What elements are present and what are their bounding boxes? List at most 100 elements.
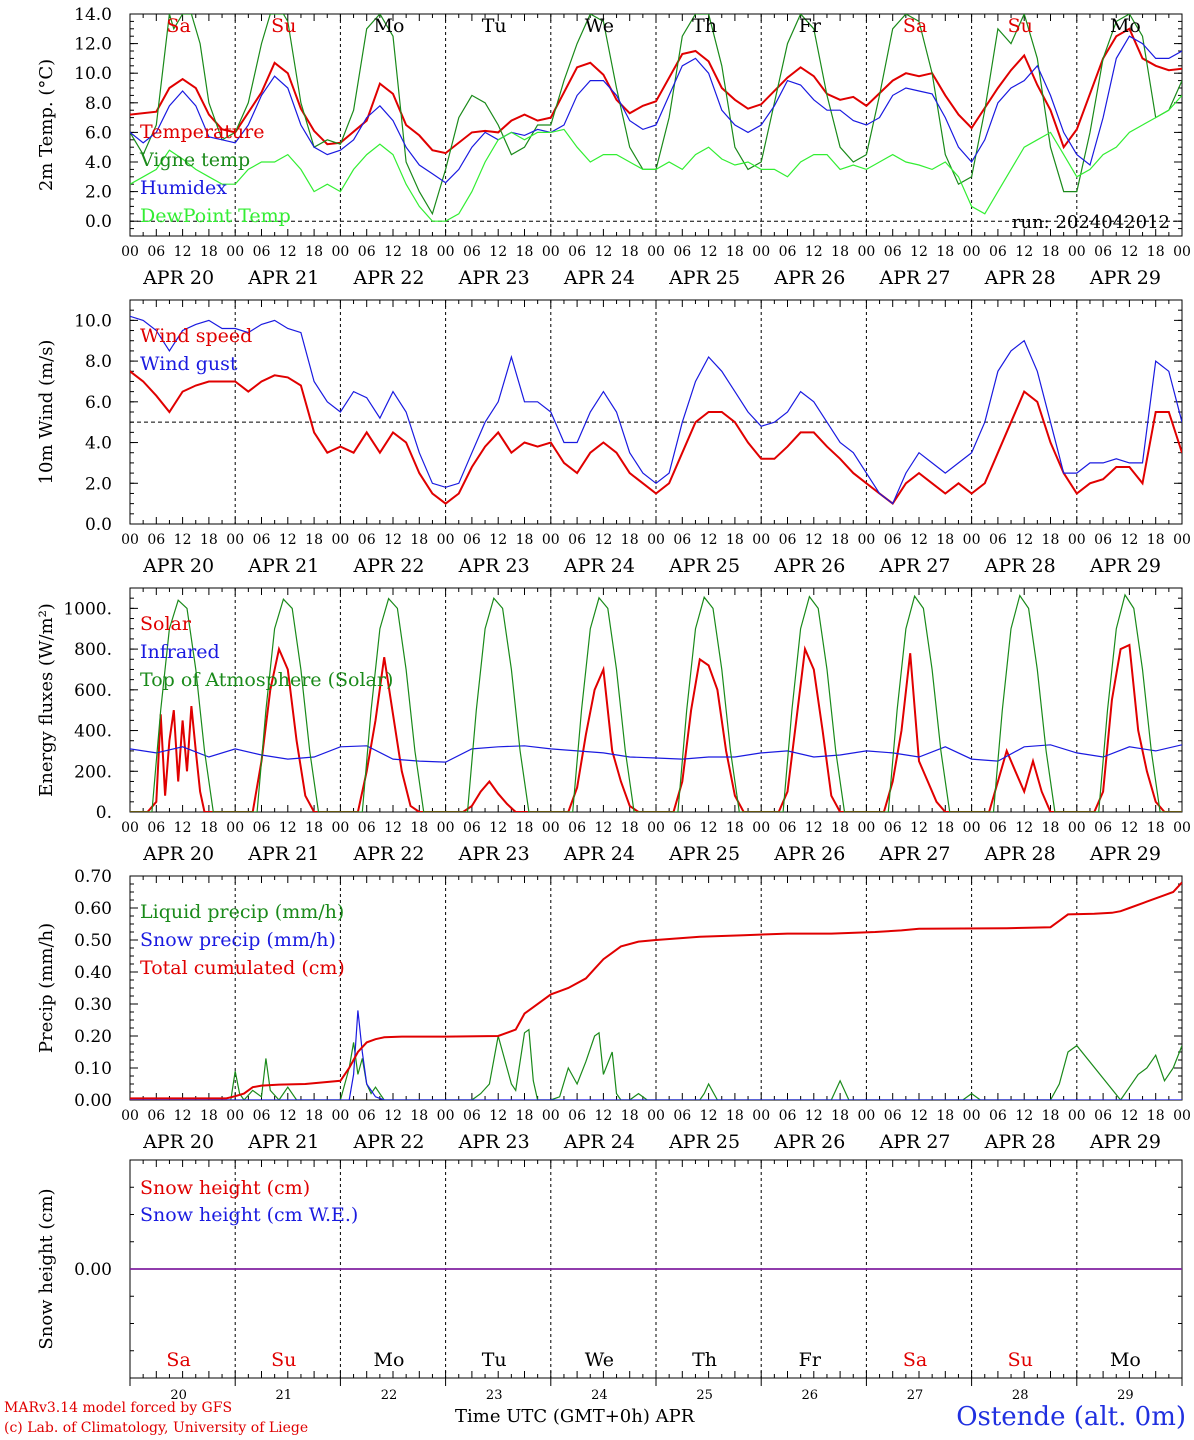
y-tick-label: 0.30 xyxy=(74,995,112,1015)
hour-label: 12 xyxy=(1120,244,1138,260)
day-number: 29 xyxy=(1117,1388,1134,1403)
weekday-label: Tu xyxy=(482,15,507,37)
run-label: run: 2024042012 xyxy=(1012,212,1170,233)
hour-label: 06 xyxy=(1094,244,1112,260)
y-tick-label: 8.0 xyxy=(85,352,112,372)
weekday-label: Th xyxy=(692,1349,717,1371)
y-axis-label: Snow height (cm) xyxy=(36,1188,57,1349)
y-tick-label: 12.0 xyxy=(74,35,112,55)
hour-label: 18 xyxy=(1042,244,1060,260)
hour-label: 12 xyxy=(594,820,612,836)
hour-label: 12 xyxy=(700,532,718,548)
hour-label: 18 xyxy=(621,244,639,260)
hour-label: 06 xyxy=(673,532,691,548)
legend-entry: Vigne temp xyxy=(139,149,250,171)
hour-label: 00 xyxy=(1068,244,1086,260)
hour-label: 06 xyxy=(147,820,165,836)
date-label: APR 24 xyxy=(563,267,635,289)
hour-label: 06 xyxy=(358,820,376,836)
date-label: APR 27 xyxy=(878,1131,950,1153)
hour-label: 18 xyxy=(726,532,744,548)
date-label: APR 29 xyxy=(1089,267,1161,289)
hour-label: 18 xyxy=(936,244,954,260)
weekday-label: Sa xyxy=(903,1349,927,1371)
y-tick-label: 6.0 xyxy=(85,123,112,143)
hour-label: 12 xyxy=(594,1108,612,1124)
hour-label: 00 xyxy=(226,1108,244,1124)
hour-label: 12 xyxy=(384,532,402,548)
day-number: 23 xyxy=(486,1388,503,1403)
weekday-label: Sa xyxy=(166,15,190,37)
hour-label: 00 xyxy=(857,1108,875,1124)
weekday-label: Sa xyxy=(903,15,927,37)
hour-label: 06 xyxy=(147,1108,165,1124)
date-label: APR 23 xyxy=(458,267,530,289)
hour-label: 06 xyxy=(358,244,376,260)
weekday-label: Su xyxy=(1008,1349,1033,1371)
hour-label: 12 xyxy=(805,244,823,260)
weekday-label: Fr xyxy=(799,1349,822,1371)
legend-entry: Solar xyxy=(140,613,192,635)
station-label: Ostende (alt. 0m) xyxy=(956,1402,1186,1432)
hour-label: 18 xyxy=(1042,532,1060,548)
date-label: APR 27 xyxy=(878,267,950,289)
weekday-label: Sa xyxy=(166,1349,190,1371)
weekday-label: Fr xyxy=(799,15,822,37)
x-axis-title: Time UTC (GMT+0h) APR xyxy=(455,1406,695,1427)
hour-label: 06 xyxy=(463,820,481,836)
hour-label: 12 xyxy=(384,244,402,260)
hour-label: 18 xyxy=(200,244,218,260)
hour-label: 12 xyxy=(700,820,718,836)
hour-label: 00 xyxy=(121,244,139,260)
hour-label: 18 xyxy=(305,820,323,836)
hour-label: 18 xyxy=(1042,820,1060,836)
y-tick-label: 800. xyxy=(74,640,112,660)
hour-label: 00 xyxy=(752,820,770,836)
hour-label: 00 xyxy=(1173,1108,1191,1124)
hour-label: 18 xyxy=(516,1108,534,1124)
y-tick-label: 0.00 xyxy=(74,1091,112,1111)
hour-label: 06 xyxy=(989,1108,1007,1124)
hour-label: 00 xyxy=(542,820,560,836)
legend-entry: Top of Atmosphere (Solar) xyxy=(140,669,393,691)
hour-label: 00 xyxy=(752,1108,770,1124)
hour-label: 18 xyxy=(410,820,428,836)
hour-label: 00 xyxy=(1068,532,1086,548)
hour-label: 12 xyxy=(174,244,192,260)
hour-label: 00 xyxy=(121,532,139,548)
y-tick-label: 2.0 xyxy=(85,183,112,203)
hour-label: 00 xyxy=(647,1108,665,1124)
y-tick-label: 0.60 xyxy=(74,899,112,919)
panel-frame xyxy=(129,587,1183,813)
y-tick-label: 0.40 xyxy=(74,963,112,983)
hour-label: 00 xyxy=(437,1108,455,1124)
y-tick-label: 0.20 xyxy=(74,1027,112,1047)
date-label: APR 20 xyxy=(142,843,214,865)
panel-1: 0.0 2.0 4.0 6.0 8.0 10.0 12.0 14.0 2m Temp. (°C)… xyxy=(36,5,1191,289)
hour-label: 00 xyxy=(647,244,665,260)
hour-label: 06 xyxy=(253,244,271,260)
day-number: 27 xyxy=(907,1388,924,1403)
date-label: APR 20 xyxy=(142,555,214,577)
date-label: APR 26 xyxy=(773,843,845,865)
hour-label: 06 xyxy=(463,532,481,548)
y-axis-label: Energy fluxes (W/m²) xyxy=(36,603,57,797)
hour-label: 00 xyxy=(647,532,665,548)
date-label: APR 29 xyxy=(1089,843,1161,865)
hour-label: 00 xyxy=(542,1108,560,1124)
y-tick-label: 10.0 xyxy=(74,64,112,84)
hour-label: 00 xyxy=(963,244,981,260)
hour-label: 06 xyxy=(884,820,902,836)
weekday-label: Mo xyxy=(374,15,405,37)
hour-label: 06 xyxy=(253,532,271,548)
y-tick-label: 400. xyxy=(74,722,112,742)
weekday-label: Su xyxy=(1008,15,1033,37)
weekday-label: Su xyxy=(271,15,296,37)
hour-label: 12 xyxy=(279,244,297,260)
hour-label: 12 xyxy=(384,1108,402,1124)
date-label: APR 21 xyxy=(247,1131,319,1153)
hour-label: 06 xyxy=(989,820,1007,836)
date-label: APR 28 xyxy=(984,555,1056,577)
date-label: APR 26 xyxy=(773,555,845,577)
day-number: 20 xyxy=(170,1388,187,1403)
